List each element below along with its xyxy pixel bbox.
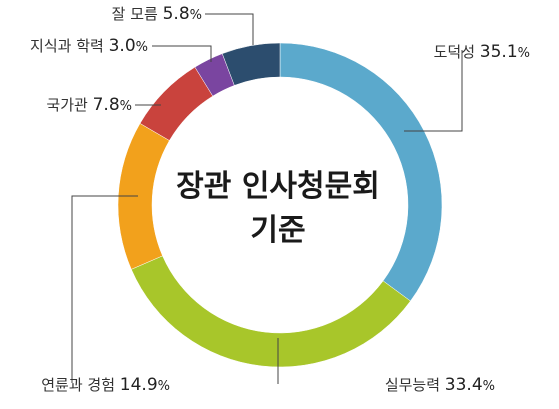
slice-value-2: 14.9 [120, 375, 158, 395]
slice-value-3: 7.8 [93, 95, 120, 115]
slice-unit-4: % [136, 40, 148, 55]
slice-label-2: 연륜과 경험 14.9% [41, 375, 170, 395]
donut-slices [117, 42, 443, 368]
leader-line-0 [404, 50, 463, 132]
slice-label-3: 국가관 7.8% [46, 95, 132, 115]
slice-category-2: 연륜과 경험 [41, 376, 120, 394]
leader-line-2 [71, 195, 138, 383]
chart-title-line-2: 기준 [250, 213, 305, 248]
slice-value-5: 5.8 [163, 4, 190, 24]
slice-labels: 도덕성 35.1%실무능력 33.4%연륜과 경험 14.9%국가관 7.8%지… [30, 4, 530, 395]
slice-value-0: 35.1 [480, 42, 518, 62]
slice-value-1: 33.4 [445, 375, 483, 395]
slice-unit-2: % [158, 379, 170, 394]
slice-unit-0: % [518, 46, 530, 61]
leader-lines [71, 13, 463, 384]
slice-category-5: 잘 모름 [112, 5, 163, 23]
slice-category-0: 도덕성 [434, 43, 480, 61]
slice-category-4: 지식과 학력 [30, 37, 109, 55]
slice-label-0: 도덕성 35.1% [434, 42, 530, 62]
leader-line-4 [152, 45, 212, 62]
slice-label-1: 실무능력 33.4% [385, 375, 495, 395]
slice-unit-1: % [483, 379, 495, 394]
slice-0 [279, 42, 443, 302]
slice-category-1: 실무능력 [385, 376, 445, 394]
slice-unit-5: % [190, 8, 202, 23]
slice-category-3: 국가관 [46, 96, 92, 114]
slice-unit-3: % [120, 99, 132, 114]
leader-line-5 [205, 13, 254, 45]
chart-title-line-1: 장관 인사청문회 [176, 169, 380, 204]
slice-label-5: 잘 모름 5.8% [112, 4, 202, 24]
slice-1 [130, 255, 411, 368]
slice-5 [221, 42, 281, 86]
slice-label-4: 지식과 학력 3.0% [30, 36, 148, 56]
slice-value-4: 3.0 [109, 36, 136, 56]
